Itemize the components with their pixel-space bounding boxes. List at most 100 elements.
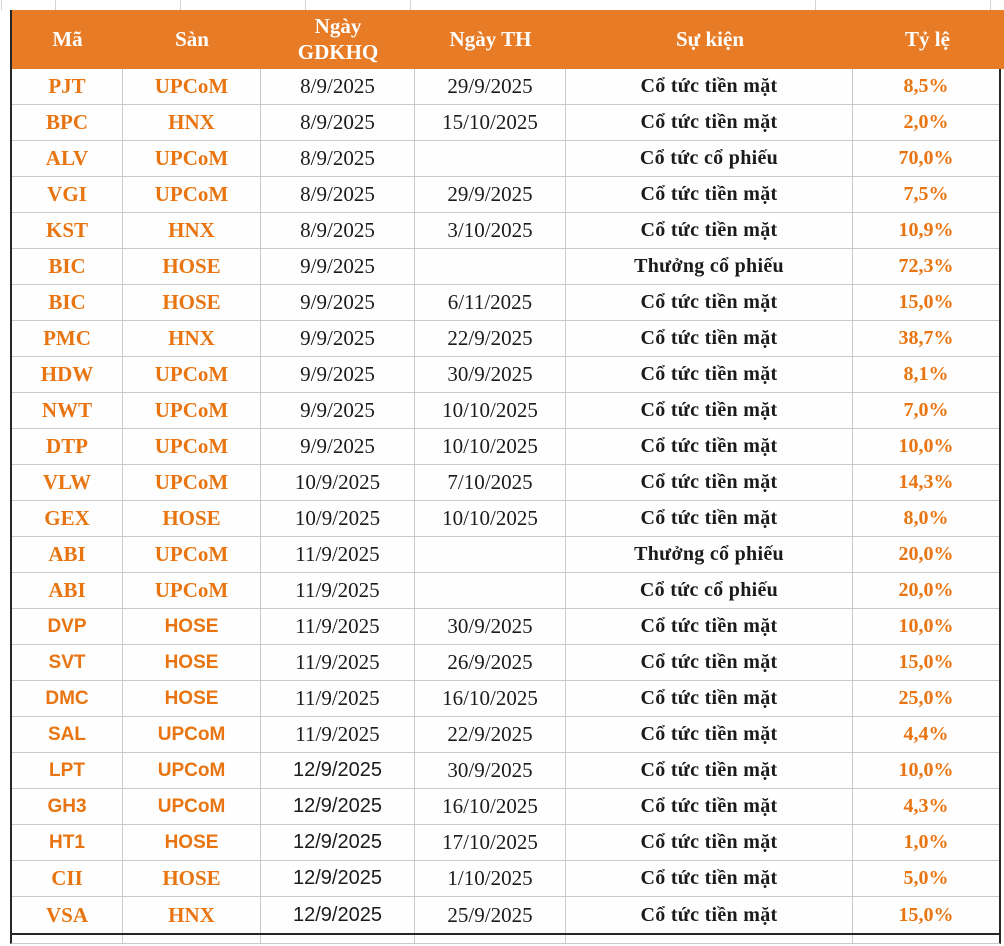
cell-ex-date[interactable]: 9/9/2025: [261, 429, 415, 464]
cell-code[interactable]: LPT: [12, 753, 123, 788]
cell-ex-date[interactable]: 9/9/2025: [261, 285, 415, 320]
cell-event[interactable]: Cổ tức tiền mặt: [566, 645, 853, 680]
cell-execution-date[interactable]: 25/9/2025: [415, 897, 566, 933]
cell-exchange[interactable]: UPCoM: [123, 465, 261, 500]
cell-execution-date[interactable]: 29/9/2025: [415, 177, 566, 212]
cell-code[interactable]: GH3: [12, 789, 123, 824]
cell-execution-date[interactable]: [415, 537, 566, 572]
cell-code[interactable]: VGI: [12, 177, 123, 212]
cell-code[interactable]: DVP: [12, 609, 123, 644]
cell-event[interactable]: Cổ tức tiền mặt: [566, 213, 853, 248]
cell-event[interactable]: Cổ tức tiền mặt: [566, 465, 853, 500]
cell-ratio[interactable]: 15,0%: [898, 651, 954, 673]
cell-exchange[interactable]: HNX: [123, 105, 261, 140]
cell-execution-date[interactable]: 30/9/2025: [415, 357, 566, 392]
cell-ratio[interactable]: 7,0%: [903, 399, 949, 421]
cell-exchange[interactable]: HOSE: [123, 501, 261, 536]
cell-execution-date[interactable]: 7/10/2025: [415, 465, 566, 500]
cell-code[interactable]: CII: [12, 861, 123, 896]
cell-ex-date[interactable]: 12/9/2025: [261, 789, 415, 824]
cell-execution-date[interactable]: 22/9/2025: [415, 717, 566, 752]
cell-ex-date[interactable]: 11/9/2025: [261, 609, 415, 644]
cell-exchange[interactable]: UPCoM: [123, 393, 261, 428]
cell-execution-date[interactable]: 1/10/2025: [415, 861, 566, 896]
cell-ratio[interactable]: 2,0%: [903, 111, 949, 133]
cell-code[interactable]: ABI: [12, 573, 123, 608]
cell-exchange[interactable]: HOSE: [123, 249, 261, 284]
cell-exchange[interactable]: HNX: [123, 897, 261, 933]
cell-code[interactable]: SVT: [12, 645, 123, 680]
cell-execution-date[interactable]: 16/10/2025: [415, 681, 566, 716]
cell-execution-date[interactable]: 22/9/2025: [415, 321, 566, 356]
header-code[interactable]: Mã: [52, 26, 83, 51]
cell-execution-date[interactable]: 16/10/2025: [415, 789, 566, 824]
cell-code[interactable]: HDW: [12, 357, 123, 392]
cell-code[interactable]: PJT: [12, 69, 123, 104]
cell-ex-date[interactable]: 11/9/2025: [261, 681, 415, 716]
cell-event[interactable]: Cổ tức tiền mặt: [566, 501, 853, 536]
cell-event[interactable]: Cổ tức tiền mặt: [566, 105, 853, 140]
cell-ratio[interactable]: 38,7%: [898, 327, 954, 349]
cell-execution-date[interactable]: 10/10/2025: [415, 393, 566, 428]
cell-code[interactable]: SAL: [12, 717, 123, 752]
cell-exchange[interactable]: HOSE: [123, 645, 261, 680]
cell-ratio[interactable]: 1,0%: [903, 831, 949, 853]
cell-event[interactable]: Cổ tức tiền mặt: [566, 753, 853, 788]
cell-event[interactable]: Cổ tức tiền mặt: [566, 321, 853, 356]
cell-event[interactable]: Cổ tức tiền mặt: [566, 393, 853, 428]
cell-event[interactable]: Cổ tức tiền mặt: [566, 177, 853, 212]
cell-ex-date[interactable]: 9/9/2025: [261, 357, 415, 392]
cell-ratio[interactable]: 72,3%: [898, 255, 954, 277]
header-event[interactable]: Sự kiện: [675, 26, 745, 51]
cell-ex-date[interactable]: 8/9/2025: [261, 141, 415, 176]
cell-ex-date[interactable]: 9/9/2025: [261, 321, 415, 356]
cell-event[interactable]: Cổ tức cổ phiếu: [566, 141, 853, 176]
cell-ex-date[interactable]: 11/9/2025: [261, 537, 415, 572]
cell-ratio[interactable]: 7,5%: [903, 183, 949, 205]
cell-execution-date[interactable]: 17/10/2025: [415, 825, 566, 860]
cell-ex-date[interactable]: 9/9/2025: [261, 393, 415, 428]
cell-execution-date[interactable]: 15/10/2025: [415, 105, 566, 140]
cell-event[interactable]: Cổ tức tiền mặt: [566, 861, 853, 896]
cell-ratio[interactable]: 10,0%: [898, 615, 954, 637]
cell-execution-date[interactable]: 10/10/2025: [415, 501, 566, 536]
cell-exchange[interactable]: UPCoM: [123, 429, 261, 464]
cell-ratio[interactable]: 20,0%: [898, 543, 954, 565]
cell-code[interactable]: VSA: [12, 897, 123, 933]
cell-ex-date[interactable]: 12/9/2025: [261, 861, 415, 896]
cell-execution-date[interactable]: [415, 249, 566, 284]
cell-ex-date[interactable]: 8/9/2025: [261, 69, 415, 104]
cell-code[interactable]: GEX: [12, 501, 123, 536]
cell-ex-date[interactable]: 12/9/2025: [261, 825, 415, 860]
cell-event[interactable]: Cổ tức tiền mặt: [566, 789, 853, 824]
cell-execution-date[interactable]: 30/9/2025: [415, 609, 566, 644]
cell-ratio[interactable]: 8,1%: [903, 363, 949, 385]
cell-exchange[interactable]: UPCoM: [123, 141, 261, 176]
cell-exchange[interactable]: UPCoM: [123, 717, 261, 752]
cell-code[interactable]: ABI: [12, 537, 123, 572]
cell-ratio[interactable]: 20,0%: [898, 579, 954, 601]
cell-ex-date[interactable]: 8/9/2025: [261, 105, 415, 140]
cell-ex-date[interactable]: 11/9/2025: [261, 717, 415, 752]
cell-ratio[interactable]: 5,0%: [903, 867, 949, 889]
cell-code[interactable]: HT1: [12, 825, 123, 860]
cell-ratio[interactable]: 15,0%: [898, 291, 954, 313]
cell-code[interactable]: PMC: [12, 321, 123, 356]
cell-ex-date[interactable]: 12/9/2025: [261, 897, 415, 933]
cell-event[interactable]: Cổ tức tiền mặt: [566, 357, 853, 392]
cell-execution-date[interactable]: 29/9/2025: [415, 69, 566, 104]
cell-code[interactable]: NWT: [12, 393, 123, 428]
cell-ex-date[interactable]: 12/9/2025: [261, 753, 415, 788]
cell-ratio[interactable]: 8,0%: [903, 507, 949, 529]
cell-exchange[interactable]: HOSE: [123, 681, 261, 716]
cell-ratio[interactable]: 25,0%: [898, 687, 954, 709]
cell-execution-date[interactable]: 10/10/2025: [415, 429, 566, 464]
cell-exchange[interactable]: HNX: [123, 321, 261, 356]
cell-event[interactable]: Thưởng cổ phiếu: [566, 537, 853, 572]
cell-event[interactable]: Cổ tức tiền mặt: [566, 681, 853, 716]
cell-ex-date[interactable]: 10/9/2025: [261, 501, 415, 536]
cell-event[interactable]: Cổ tức tiền mặt: [566, 825, 853, 860]
cell-exchange[interactable]: UPCoM: [123, 537, 261, 572]
cell-event[interactable]: Cổ tức tiền mặt: [566, 69, 853, 104]
cell-execution-date[interactable]: [415, 573, 566, 608]
